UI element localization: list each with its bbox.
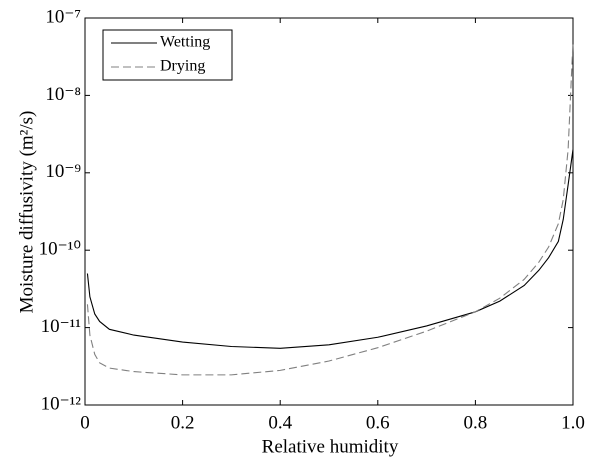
x-tick-label: 0.2 xyxy=(171,412,195,433)
y-tick-label: 10⁻¹² xyxy=(41,393,82,414)
y-tick-label: 10⁻⁸ xyxy=(45,84,81,105)
x-tick-label: 0.4 xyxy=(268,412,292,433)
x-tick-label: 1.0 xyxy=(561,412,585,433)
legend-label: Drying xyxy=(160,58,205,75)
series-line xyxy=(86,41,574,376)
legend-label: Wetting xyxy=(160,34,210,51)
legend-box xyxy=(102,29,233,81)
y-tick-label: 10⁻¹¹ xyxy=(41,316,82,337)
y-tick-label: 10⁻¹⁰ xyxy=(39,239,81,260)
x-tick-label: 0 xyxy=(80,412,90,433)
plot-frame xyxy=(84,17,574,406)
y-tick-label: 10⁻⁹ xyxy=(45,161,81,182)
series-line xyxy=(86,149,574,349)
x-tick-label: 0.6 xyxy=(366,412,390,433)
x-tick-label: 0.8 xyxy=(464,412,488,433)
y-tick-label: 10⁻⁷ xyxy=(45,6,81,27)
y-axis-label: Moisture diffusivity (m²/s) xyxy=(16,111,37,314)
x-axis-label: Relative humidity xyxy=(262,436,399,457)
